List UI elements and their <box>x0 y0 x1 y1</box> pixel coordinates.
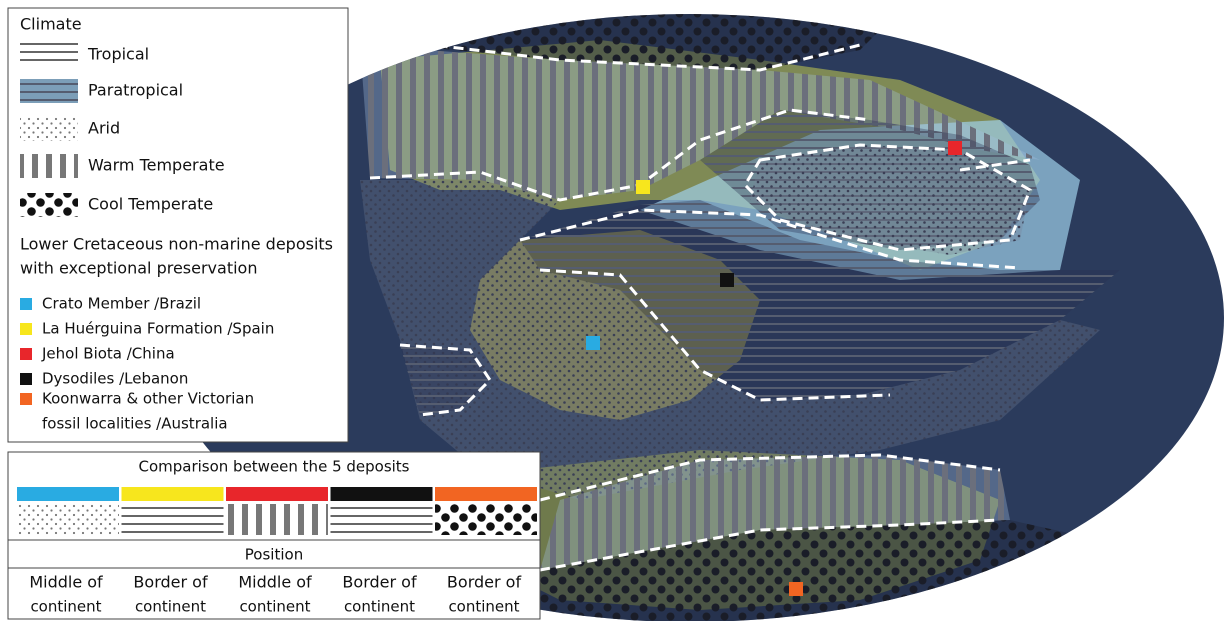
deposit-key <box>20 348 32 360</box>
position-label: continent <box>448 598 519 616</box>
deposit-key <box>20 323 32 335</box>
deposit-climate-swatch <box>17 504 119 535</box>
deposit-key <box>20 373 32 385</box>
legend-swatch <box>20 117 78 141</box>
deposit-marker <box>789 582 803 596</box>
deposit-climate-swatch <box>330 504 433 535</box>
comparison-box <box>7 451 541 620</box>
deposit-label: fossil localities /Australia <box>42 415 228 433</box>
legend-items: Tropical Paratropical Arid Warm Temperate Co… <box>20 43 333 433</box>
arid-zone <box>750 145 1030 255</box>
deposit-label: Dysodiles /Lebanon <box>42 370 188 388</box>
deposit-label: Koonwarra & other Victorian <box>42 390 254 408</box>
position-label: continent <box>239 598 310 616</box>
warm-zone <box>360 45 1040 200</box>
deposit-climate-swatch <box>435 504 537 535</box>
legend-title: Climate <box>20 15 82 34</box>
deposit-key <box>20 298 32 310</box>
comparison-items: Middle of continent Border of continent Midd… <box>17 487 537 616</box>
position-label: continent <box>30 598 101 616</box>
deposit-color-bar <box>435 487 537 501</box>
legend-label: Arid <box>88 119 120 138</box>
deposit-climate-swatch <box>121 504 224 535</box>
deposit-color-bar <box>330 487 433 501</box>
comparison-title: Comparison between the 5 deposits <box>138 458 409 476</box>
deposit-marker <box>948 141 962 155</box>
deposit-color-bar <box>121 487 224 501</box>
legend-swatch <box>20 43 78 67</box>
arid-zone <box>360 180 1100 500</box>
deposit-label: Jehol Biota /China <box>41 345 175 363</box>
legend-swatch <box>20 154 78 178</box>
tropical-zone <box>400 345 490 415</box>
deposit-color-bar <box>17 487 119 501</box>
position-label: Middle of <box>238 573 312 592</box>
deposits-title: Lower Cretaceous non-marine deposits <box>20 235 333 254</box>
deposit-color-bar <box>226 487 328 501</box>
position-label: Border of <box>133 573 208 592</box>
position-label: continent <box>344 598 415 616</box>
warm-zone <box>540 455 1010 570</box>
deposit-climate-swatch <box>226 504 328 535</box>
position-label: Border of <box>342 573 417 592</box>
deposit-marker <box>586 336 600 350</box>
deposit-marker <box>636 180 650 194</box>
legend-swatch <box>20 79 78 103</box>
legend-label: Cool Temperate <box>88 195 213 214</box>
position-label: Border of <box>447 573 522 592</box>
deposits-title: with exceptional preservation <box>20 259 257 278</box>
legend-swatch <box>20 193 78 217</box>
position-label: continent <box>135 598 206 616</box>
deposit-marker <box>720 273 734 287</box>
deposit-label: La Huérguina Formation /Spain <box>42 320 274 338</box>
map-markers <box>586 141 962 596</box>
legend-label: Warm Temperate <box>88 156 225 175</box>
legend-label: Paratropical <box>88 81 183 100</box>
deposit-key <box>20 393 32 405</box>
tropical-zone <box>520 200 1120 400</box>
deposit-label: Crato Member /Brazil <box>42 295 201 313</box>
position-label: Middle of <box>29 573 103 592</box>
legend-label: Tropical <box>87 45 149 64</box>
position-title: Position <box>245 546 303 564</box>
